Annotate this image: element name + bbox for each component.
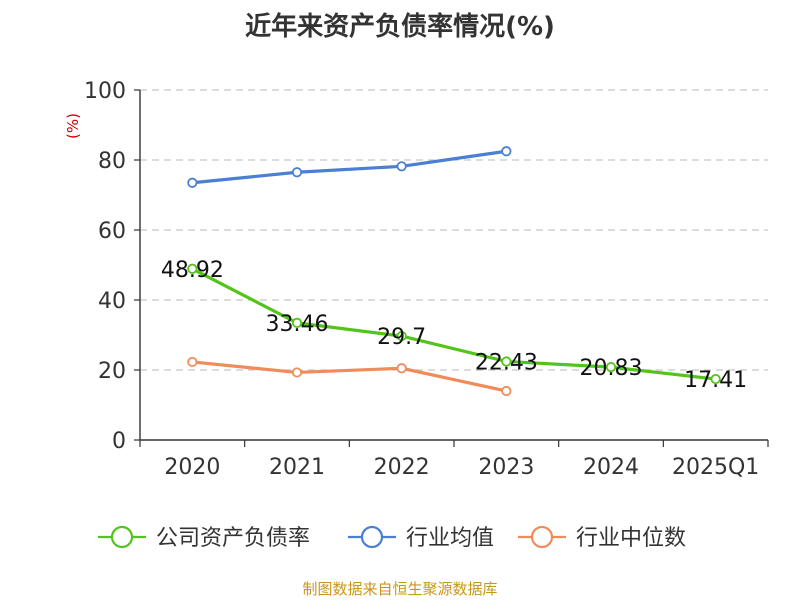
legend: 公司资产负债率 行业均值 行业中位数 — [98, 525, 686, 551]
grid-lines — [140, 89, 768, 371]
data-point — [187, 177, 198, 188]
data-point — [396, 330, 407, 342]
data-label: 48.92 — [161, 258, 224, 283]
legend-swatch-marker — [530, 525, 554, 549]
y-tick-label: 80 — [98, 149, 126, 174]
data-labels: 48.92 33.46 29.7 22.43 20.83 17.41 — [161, 258, 747, 393]
data-point — [396, 363, 407, 374]
y-axis-label: (%) — [64, 113, 82, 139]
source-note: 制图数据来自恒生聚源数据库 — [302, 580, 498, 598]
x-tick-label: 2022 — [374, 455, 430, 480]
data-point — [291, 167, 303, 178]
data-label: 33.46 — [266, 312, 329, 337]
legend-swatch-marker — [360, 525, 384, 549]
series-group — [187, 146, 721, 397]
data-point — [396, 161, 407, 172]
y-tick-label: 100 — [84, 79, 126, 104]
x-axis-ticks: 2020 2021 2022 2023 2024 2025Q1 — [164, 455, 759, 480]
data-point — [501, 356, 512, 367]
series-line — [191, 267, 716, 381]
x-tick-label: 2020 — [164, 455, 220, 480]
data-point — [187, 263, 198, 274]
y-tick-label: 40 — [98, 289, 126, 314]
legend-label: 行业均值 — [406, 526, 494, 551]
data-point — [187, 356, 198, 368]
legend-label: 公司资产负债率 — [156, 526, 310, 551]
data-point — [710, 373, 721, 385]
series-line — [192, 360, 507, 393]
data-label: 17.41 — [684, 368, 747, 393]
data-label: 29.7 — [377, 325, 426, 350]
x-tick-label: 2025Q1 — [672, 455, 759, 480]
axes — [134, 89, 769, 447]
x-tick-label: 2024 — [583, 455, 639, 480]
y-axis-ticks: 0 20 40 60 80 100 — [84, 79, 126, 454]
legend-swatch-marker — [110, 525, 134, 549]
data-point — [291, 367, 303, 378]
x-tick-label: 2023 — [478, 455, 534, 480]
data-point — [501, 146, 512, 157]
legend-label: 行业中位数 — [576, 526, 686, 551]
x-tick-label: 2021 — [269, 455, 325, 480]
y-tick-label: 60 — [98, 219, 126, 244]
chart-title: 近年来资产负债率情况(%) — [245, 12, 555, 42]
data-point — [291, 317, 303, 328]
y-tick-label: 0 — [112, 429, 126, 454]
data-label: 22.43 — [475, 350, 538, 375]
data-point — [605, 361, 617, 373]
data-point — [501, 385, 512, 397]
data-label: 20.83 — [580, 356, 643, 381]
y-tick-label: 20 — [98, 359, 126, 384]
series-line — [192, 149, 507, 185]
